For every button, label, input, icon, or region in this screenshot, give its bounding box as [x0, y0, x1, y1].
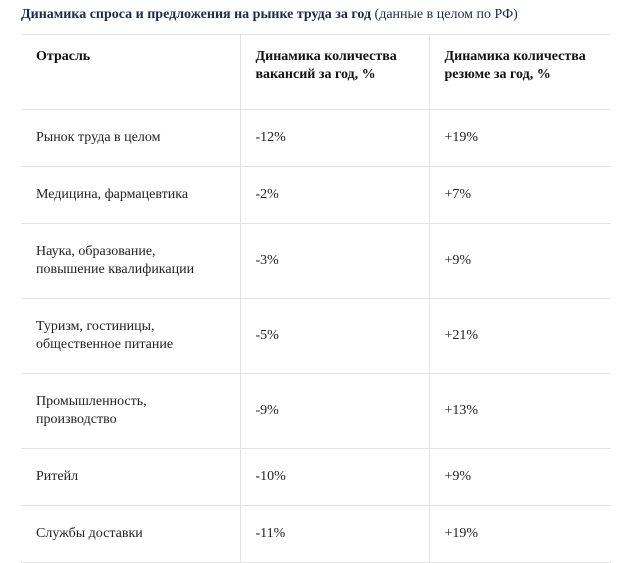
table-header-row: Отрасль Динамика количества вакансий за …	[21, 34, 611, 110]
industry-cell: Службы доставки	[21, 505, 240, 563]
industry-cell: Ритейл	[21, 448, 240, 506]
vacancies-cell: -10%	[239, 448, 429, 506]
table-row: Ритейл -10% +9%	[21, 448, 611, 506]
industry-line: Рынок труда в целом	[36, 130, 161, 145]
resumes-cell: +7%	[428, 166, 611, 224]
vacancies-cell: -9%	[239, 373, 429, 449]
header-vacancies: Динамика количества вакансий за год, %	[239, 34, 429, 110]
industry-cell: Рынок труда в целом	[21, 109, 240, 167]
resumes-cell: +19%	[428, 109, 611, 167]
header-industry: Отрасль	[21, 34, 240, 110]
header-resumes: Динамика количества резюме за год, %	[428, 34, 611, 110]
table-row: Медицина, фармацевтика -2% +7%	[21, 166, 611, 224]
vacancies-cell: -2%	[239, 166, 429, 224]
industry-line: Службы доставки	[36, 526, 143, 541]
resumes-cell: +9%	[428, 223, 611, 299]
resumes-cell: +19%	[428, 505, 611, 563]
industry-line: Промышленность,	[36, 394, 147, 409]
labor-market-table: Отрасль Динамика количества вакансий за …	[21, 34, 611, 563]
industry-line: Ритейл	[36, 469, 79, 484]
industry-line: общественное питание	[36, 337, 174, 352]
vacancies-cell: -11%	[239, 505, 429, 563]
vacancies-cell: -5%	[239, 298, 429, 374]
industry-cell: Промышленность, производство	[21, 373, 240, 449]
industry-cell: Медицина, фармацевтика	[21, 166, 240, 224]
industry-line: Туризм, гостиницы,	[36, 319, 155, 334]
table-row: Туризм, гостиницы, общественное питание -…	[21, 298, 611, 374]
industry-line: производство	[36, 412, 117, 427]
vacancies-cell: -3%	[239, 223, 429, 299]
table-title-main: Динамика спроса и предложения на рынке т…	[21, 7, 372, 22]
industry-cell: Наука, образование, повышение квалификаци…	[21, 223, 240, 299]
table-row: Наука, образование, повышение квалификаци…	[21, 223, 611, 299]
industry-line: повышение квалификации	[36, 262, 195, 277]
resumes-cell: +9%	[428, 448, 611, 506]
table-row: Промышленность, производство -9% +13%	[21, 373, 611, 449]
table-row: Рынок труда в целом -12% +19%	[21, 109, 611, 167]
vacancies-cell: -12%	[239, 109, 429, 167]
table-title-note: (данные в целом по РФ)	[374, 7, 518, 22]
resumes-cell: +21%	[428, 298, 611, 374]
table-row: Службы доставки -11% +19%	[21, 505, 611, 563]
table-title: Динамика спроса и предложения на рынке т…	[21, 6, 518, 24]
industry-cell: Туризм, гостиницы, общественное питание	[21, 298, 240, 374]
industry-line: Медицина, фармацевтика	[36, 187, 189, 202]
industry-line: Наука, образование,	[36, 244, 156, 259]
resumes-cell: +13%	[428, 373, 611, 449]
